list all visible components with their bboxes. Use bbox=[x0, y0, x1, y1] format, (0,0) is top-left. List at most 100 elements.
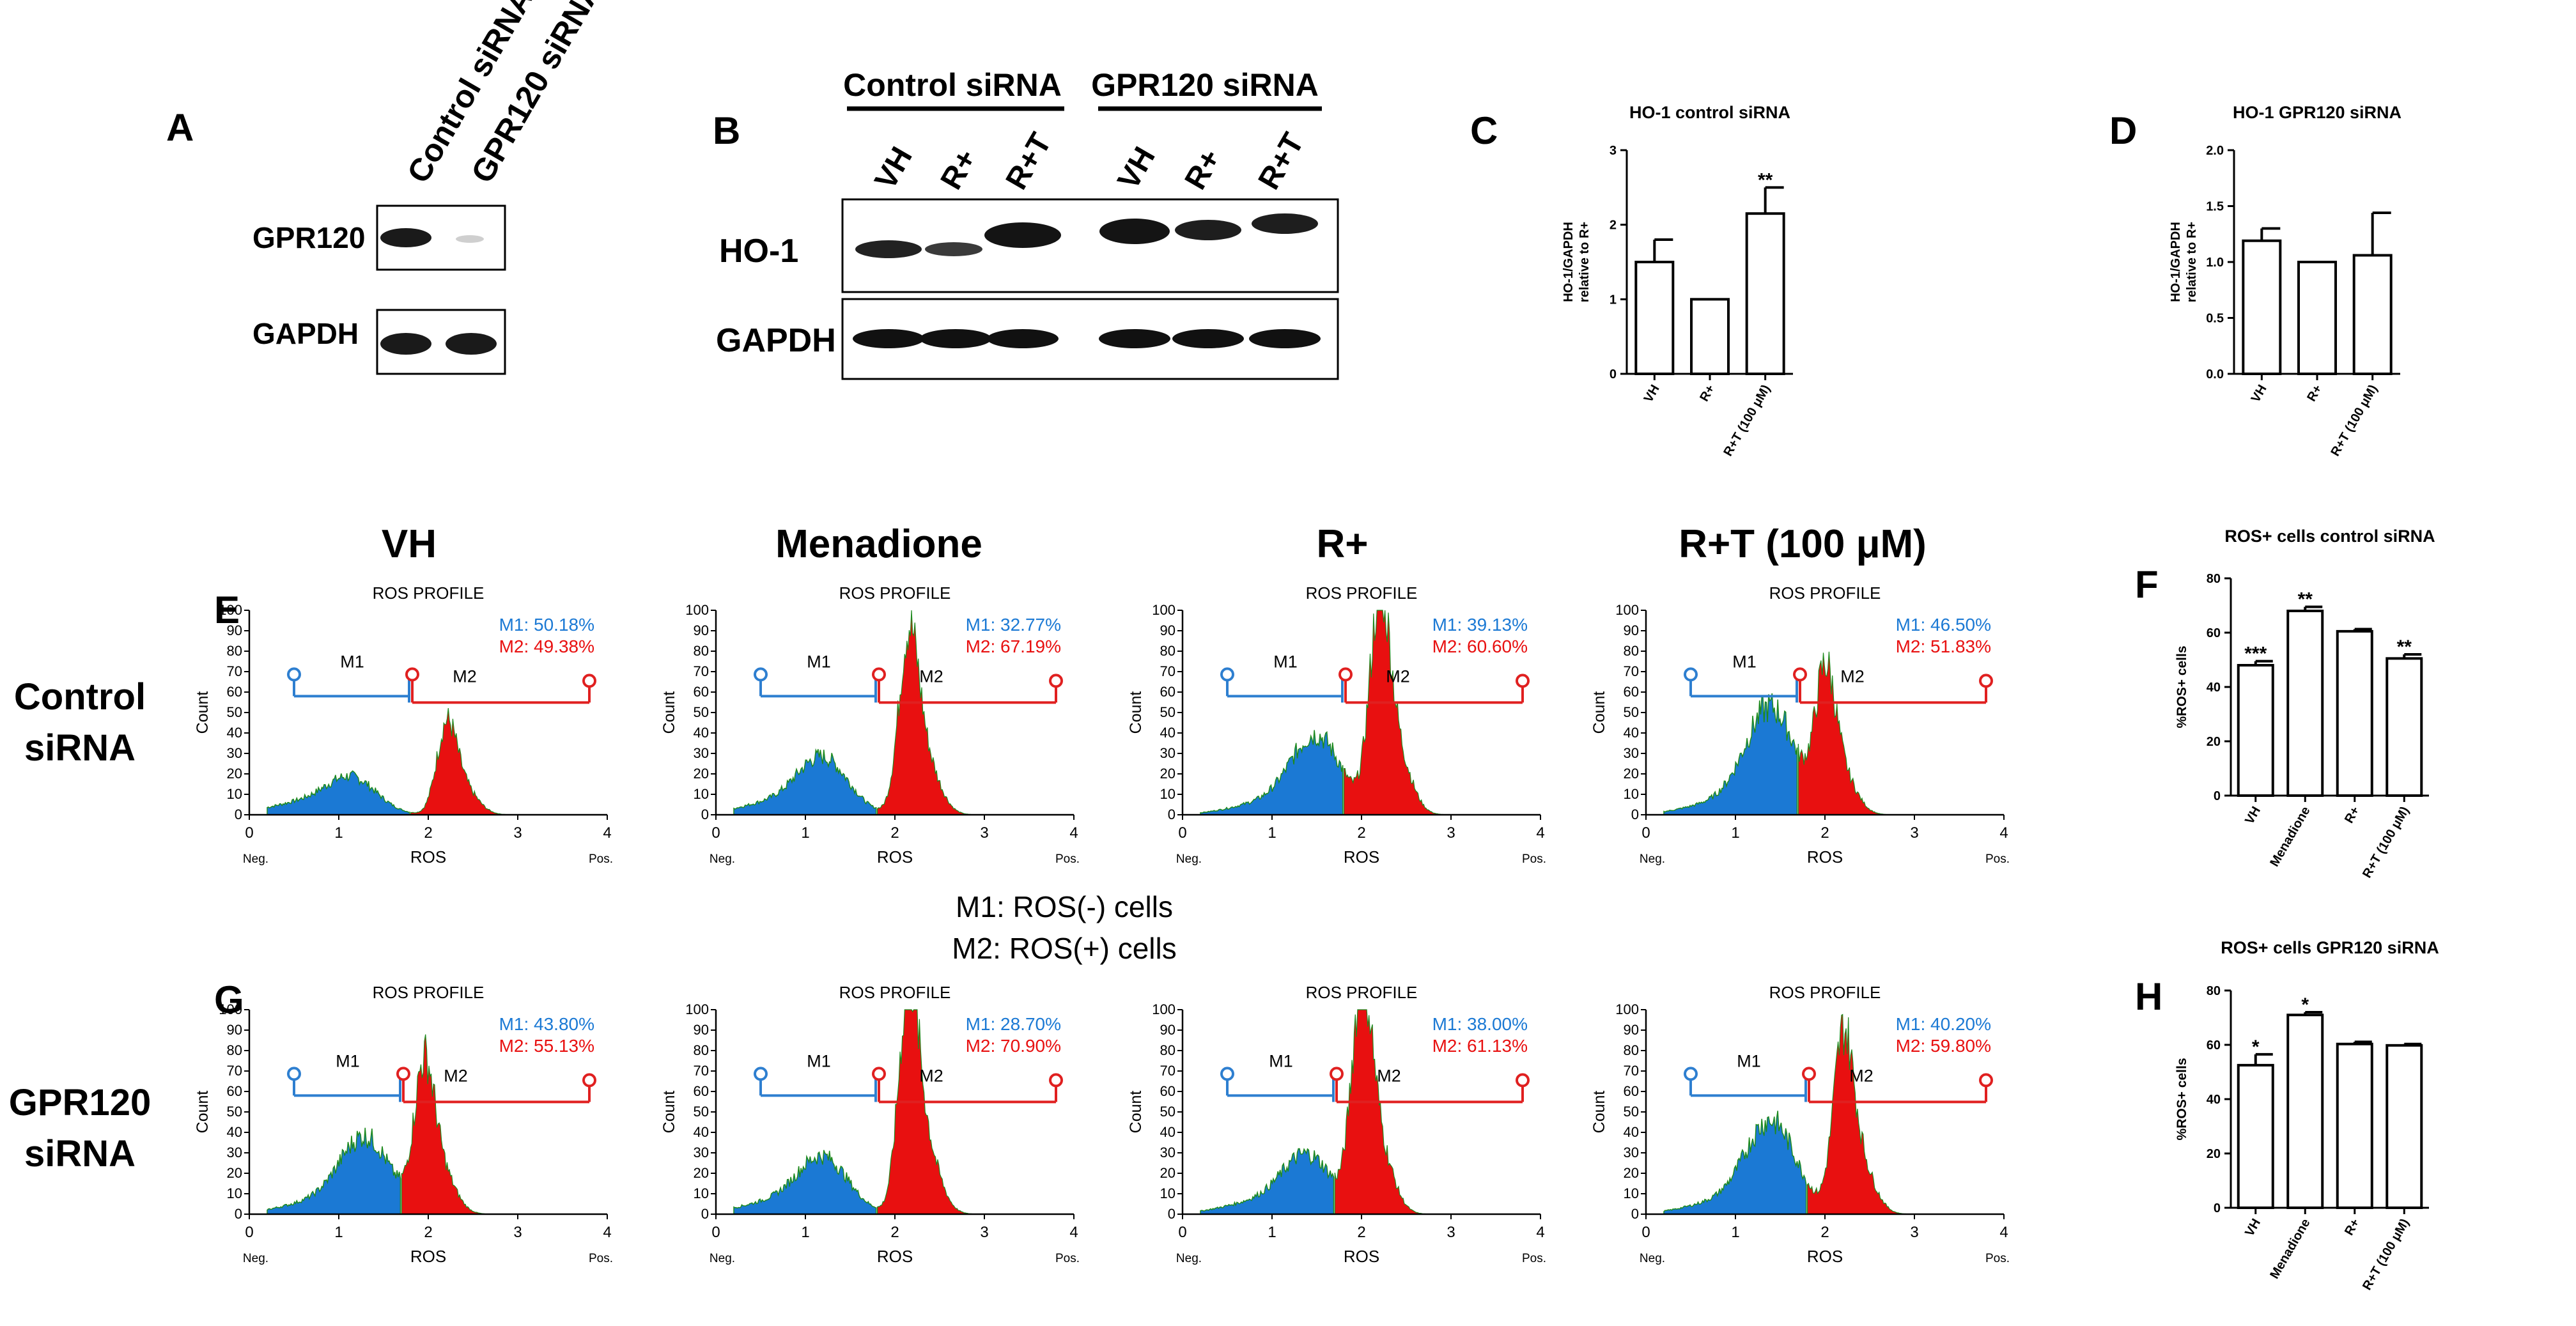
significance-label: ** bbox=[2397, 636, 2412, 658]
x-tick-label: 3 bbox=[980, 1224, 988, 1241]
m1-population-area bbox=[1663, 693, 1798, 815]
y-tick-label: 20 bbox=[1160, 766, 1175, 782]
gate-m2-end-marker bbox=[1516, 674, 1530, 688]
x-tick-label: 4 bbox=[1999, 1224, 2008, 1241]
x-tick-label: R+T (100 μM) bbox=[2360, 805, 2412, 881]
x-tick-label: 0 bbox=[711, 824, 720, 842]
x-tick-label: 4 bbox=[1999, 824, 2008, 842]
gate-m2-marker bbox=[1338, 667, 1353, 682]
y-tick-label: 0 bbox=[2214, 1201, 2221, 1215]
significance-label: ** bbox=[1758, 169, 1773, 190]
pos-label: Pos. bbox=[1985, 852, 2010, 866]
y-tick-label: 1 bbox=[1610, 293, 1617, 307]
y-tick-label: 80 bbox=[1160, 643, 1175, 659]
bar bbox=[1690, 298, 1730, 376]
panel-letter-f: F bbox=[2135, 563, 2159, 606]
y-tick-label: 10 bbox=[1160, 786, 1175, 802]
y-tick-label: 0 bbox=[235, 1206, 242, 1222]
y-tick-label: 40 bbox=[2207, 1093, 2221, 1107]
y-tick-label: 60 bbox=[1624, 684, 1639, 700]
neg-label: Neg. bbox=[243, 852, 268, 866]
x-tick-label: 4 bbox=[1069, 1224, 1078, 1241]
m1-percent: M1: 39.13% bbox=[1432, 615, 1528, 635]
histogram-plot: ROS PROFILE 0 10 20 30 40 50 60 70 80 90 100 0 1 2 3 4 Ne… bbox=[194, 983, 613, 1266]
y-tick-label: 30 bbox=[1624, 1145, 1639, 1160]
x-axis-label: ROS bbox=[410, 1247, 446, 1266]
y-tick-label: 60 bbox=[1160, 684, 1175, 700]
m1-percent: M1: 28.70% bbox=[966, 1014, 1061, 1034]
histogram-plot: ROS PROFILE 0 10 20 30 40 50 60 70 80 90 100 0 1 2 3 4 Ne… bbox=[1127, 983, 1546, 1266]
x-tick-label: 0 bbox=[1641, 824, 1650, 842]
blot-b-band bbox=[987, 329, 1059, 348]
gate-m2-end-marker bbox=[582, 674, 596, 688]
y-tick-label: 40 bbox=[694, 1124, 709, 1140]
blot-b-row-gapdh: GAPDH bbox=[716, 322, 836, 359]
y-tick-label: 3 bbox=[1610, 144, 1617, 158]
gate-m2-label: M2 bbox=[919, 1066, 943, 1085]
x-tick-label: VH bbox=[2249, 383, 2270, 405]
x-tick-label: 3 bbox=[1910, 824, 1918, 842]
y-tick-label: 90 bbox=[1624, 622, 1639, 638]
x-tick-label: 2 bbox=[1820, 824, 1829, 842]
bar bbox=[2297, 261, 2337, 375]
x-tick-label: R+ bbox=[2342, 1217, 2363, 1238]
y-tick-label: 40 bbox=[1624, 1124, 1639, 1140]
m2-percent: M2: 59.80% bbox=[1896, 1036, 1991, 1056]
y-tick-label: 50 bbox=[1160, 704, 1175, 720]
y-tick-label: 90 bbox=[694, 622, 709, 638]
x-tick-label: 0 bbox=[1641, 1224, 1650, 1241]
y-axis-label: HO-1/GAPDH bbox=[1562, 222, 1576, 302]
y-tick-label: 30 bbox=[227, 1145, 242, 1160]
y-tick-label: 40 bbox=[1160, 1124, 1175, 1140]
y-tick-label: 80 bbox=[227, 1042, 242, 1058]
blot-a-band bbox=[456, 235, 484, 243]
gate-m1-marker bbox=[754, 667, 768, 682]
x-tick-label: 3 bbox=[1447, 824, 1455, 842]
blot-a-band bbox=[380, 333, 431, 355]
panel-letter-a: A bbox=[166, 106, 194, 149]
y-tick-label: 40 bbox=[227, 725, 242, 741]
y-tick-label: 100 bbox=[1615, 1001, 1639, 1017]
x-axis-label: ROS bbox=[1807, 847, 1843, 867]
y-tick-label: 20 bbox=[2207, 1147, 2221, 1161]
y-tick-label: 80 bbox=[1160, 1042, 1175, 1058]
neg-label: Neg. bbox=[243, 1252, 268, 1265]
y-tick-label: 100 bbox=[685, 1001, 709, 1017]
gate-m2-label: M2 bbox=[1840, 667, 1865, 686]
y-tick-label: 40 bbox=[694, 725, 709, 741]
gate-m1-marker bbox=[1220, 1067, 1234, 1081]
blot-b-band bbox=[925, 242, 982, 256]
pos-label: Pos. bbox=[1522, 1252, 1546, 1265]
y-tick-label: 30 bbox=[227, 745, 242, 761]
x-tick-label: R+ bbox=[1697, 383, 1718, 405]
x-tick-label: 0 bbox=[1178, 824, 1186, 842]
gate-m1-label: M1 bbox=[1737, 1051, 1761, 1070]
y-tick-label: 70 bbox=[1160, 663, 1175, 679]
bar bbox=[1745, 212, 1785, 375]
chart-title: ROS+ cells control siRNA bbox=[2224, 527, 2435, 546]
y-tick-label: 30 bbox=[694, 1145, 709, 1160]
gate-m2-end-marker bbox=[1049, 1073, 1063, 1088]
y-tick-label: 80 bbox=[694, 643, 709, 659]
y-axis-label: relative to R+ bbox=[1578, 222, 1592, 302]
y-tick-label: 70 bbox=[1624, 1063, 1639, 1079]
bar bbox=[2286, 610, 2324, 797]
x-tick-label: 2 bbox=[1357, 824, 1365, 842]
m1-population-area bbox=[733, 1150, 877, 1215]
m2-percent: M2: 55.13% bbox=[499, 1036, 594, 1056]
y-tick-label: 80 bbox=[2207, 572, 2221, 586]
pos-label: Pos. bbox=[1055, 852, 1080, 866]
y-tick-label: 40 bbox=[227, 1124, 242, 1140]
y-tick-label: 20 bbox=[694, 766, 709, 782]
m1-population-area bbox=[1663, 1111, 1807, 1215]
y-tick-label: 0 bbox=[1610, 367, 1617, 382]
x-axis-label: ROS bbox=[877, 1247, 913, 1266]
blot-b-membrane-1 bbox=[841, 198, 1339, 293]
y-tick-label: 1.0 bbox=[2206, 256, 2224, 270]
x-tick-label: 1 bbox=[801, 824, 809, 842]
y-tick-label: 60 bbox=[2207, 1038, 2221, 1052]
neg-label: Neg. bbox=[1176, 1252, 1202, 1265]
m1-population-area bbox=[1200, 730, 1344, 815]
